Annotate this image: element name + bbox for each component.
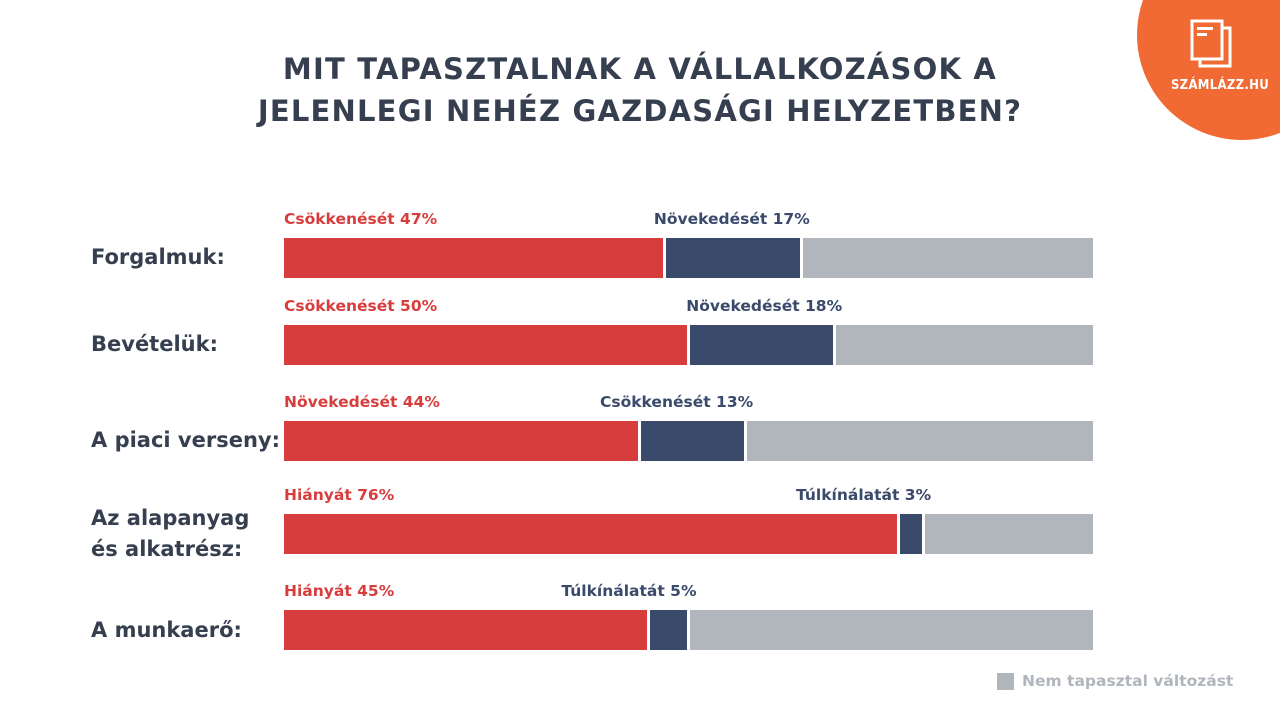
bar-row [284,421,1093,461]
bar-segment-secondary [690,325,833,365]
bar-segment-primary [284,514,898,554]
data-label-secondary: Növekedését 18% [686,297,843,315]
category-label-line: A munkaerő: [91,618,242,642]
legend-label-no-change: Nem tapasztal változást [1022,672,1234,690]
bar-row [284,325,1093,365]
data-label-secondary: Csökkenését 13% [599,393,754,411]
data-label-primary: Növekedését 44% [284,393,440,411]
category-label-line: és alkatrész: [91,537,243,561]
chart-title: MIT TAPASZTALNAK A VÁLLALKOZÁSOK A JELEN… [0,48,1280,132]
bar-segment-secondary [665,238,801,278]
bar-segment-primary [284,421,639,461]
data-label-secondary: Túlkínálatát 3% [796,486,932,504]
bar-segment-secondary [900,514,922,554]
category-label: Az alapanyag és alkatrész: [91,503,249,565]
document-stack-icon [1190,19,1232,68]
category-label: A piaci verseny: [91,425,280,456]
bar-segment-rest [690,610,1093,650]
chart-title-line-1: MIT TAPASZTALNAK A VÁLLALKOZÁSOK A [282,52,998,86]
category-label: Forgalmuk: [91,242,225,273]
data-label-primary: Csökkenését 47% [284,210,438,228]
category-label: Bevételük: [91,329,218,360]
category-label: A munkaerő: [91,615,242,646]
bar-segment-primary [284,238,663,278]
brand-name: SZÁMLÁZZ.HU [1170,78,1270,93]
bar-segment-rest [746,421,1093,461]
bar-segment-rest [924,514,1093,554]
category-label-line: Forgalmuk: [91,245,225,269]
bar-segment-primary [284,325,687,365]
data-label-primary: Hiányát 45% [284,582,395,600]
legend-swatch-no-change [997,672,1014,690]
bar-row [284,610,1093,650]
chart-title-line-2: JELENLEGI NEHÉZ GAZDASÁGI HELYZETBEN? [257,94,1023,128]
bar-segment-secondary [649,610,687,650]
data-label-secondary: Növekedését 17% [653,210,810,228]
data-label-primary: Csökkenését 50% [284,297,438,315]
bar-segment-secondary [641,421,744,461]
bar-segment-rest [803,238,1093,278]
category-label-line: Bevételük: [91,332,218,356]
data-label-primary: Hiányát 76% [284,486,395,504]
data-label-secondary: Túlkínálatát 5% [561,582,697,600]
bar-row [284,514,1093,554]
bar-segment-rest [835,325,1093,365]
category-label-line: Az alapanyag [91,506,250,530]
bar-row [284,238,1093,278]
category-label-line: A piaci verseny: [91,428,280,452]
legend: Nem tapasztal változást [997,672,1233,690]
bar-segment-primary [284,610,647,650]
